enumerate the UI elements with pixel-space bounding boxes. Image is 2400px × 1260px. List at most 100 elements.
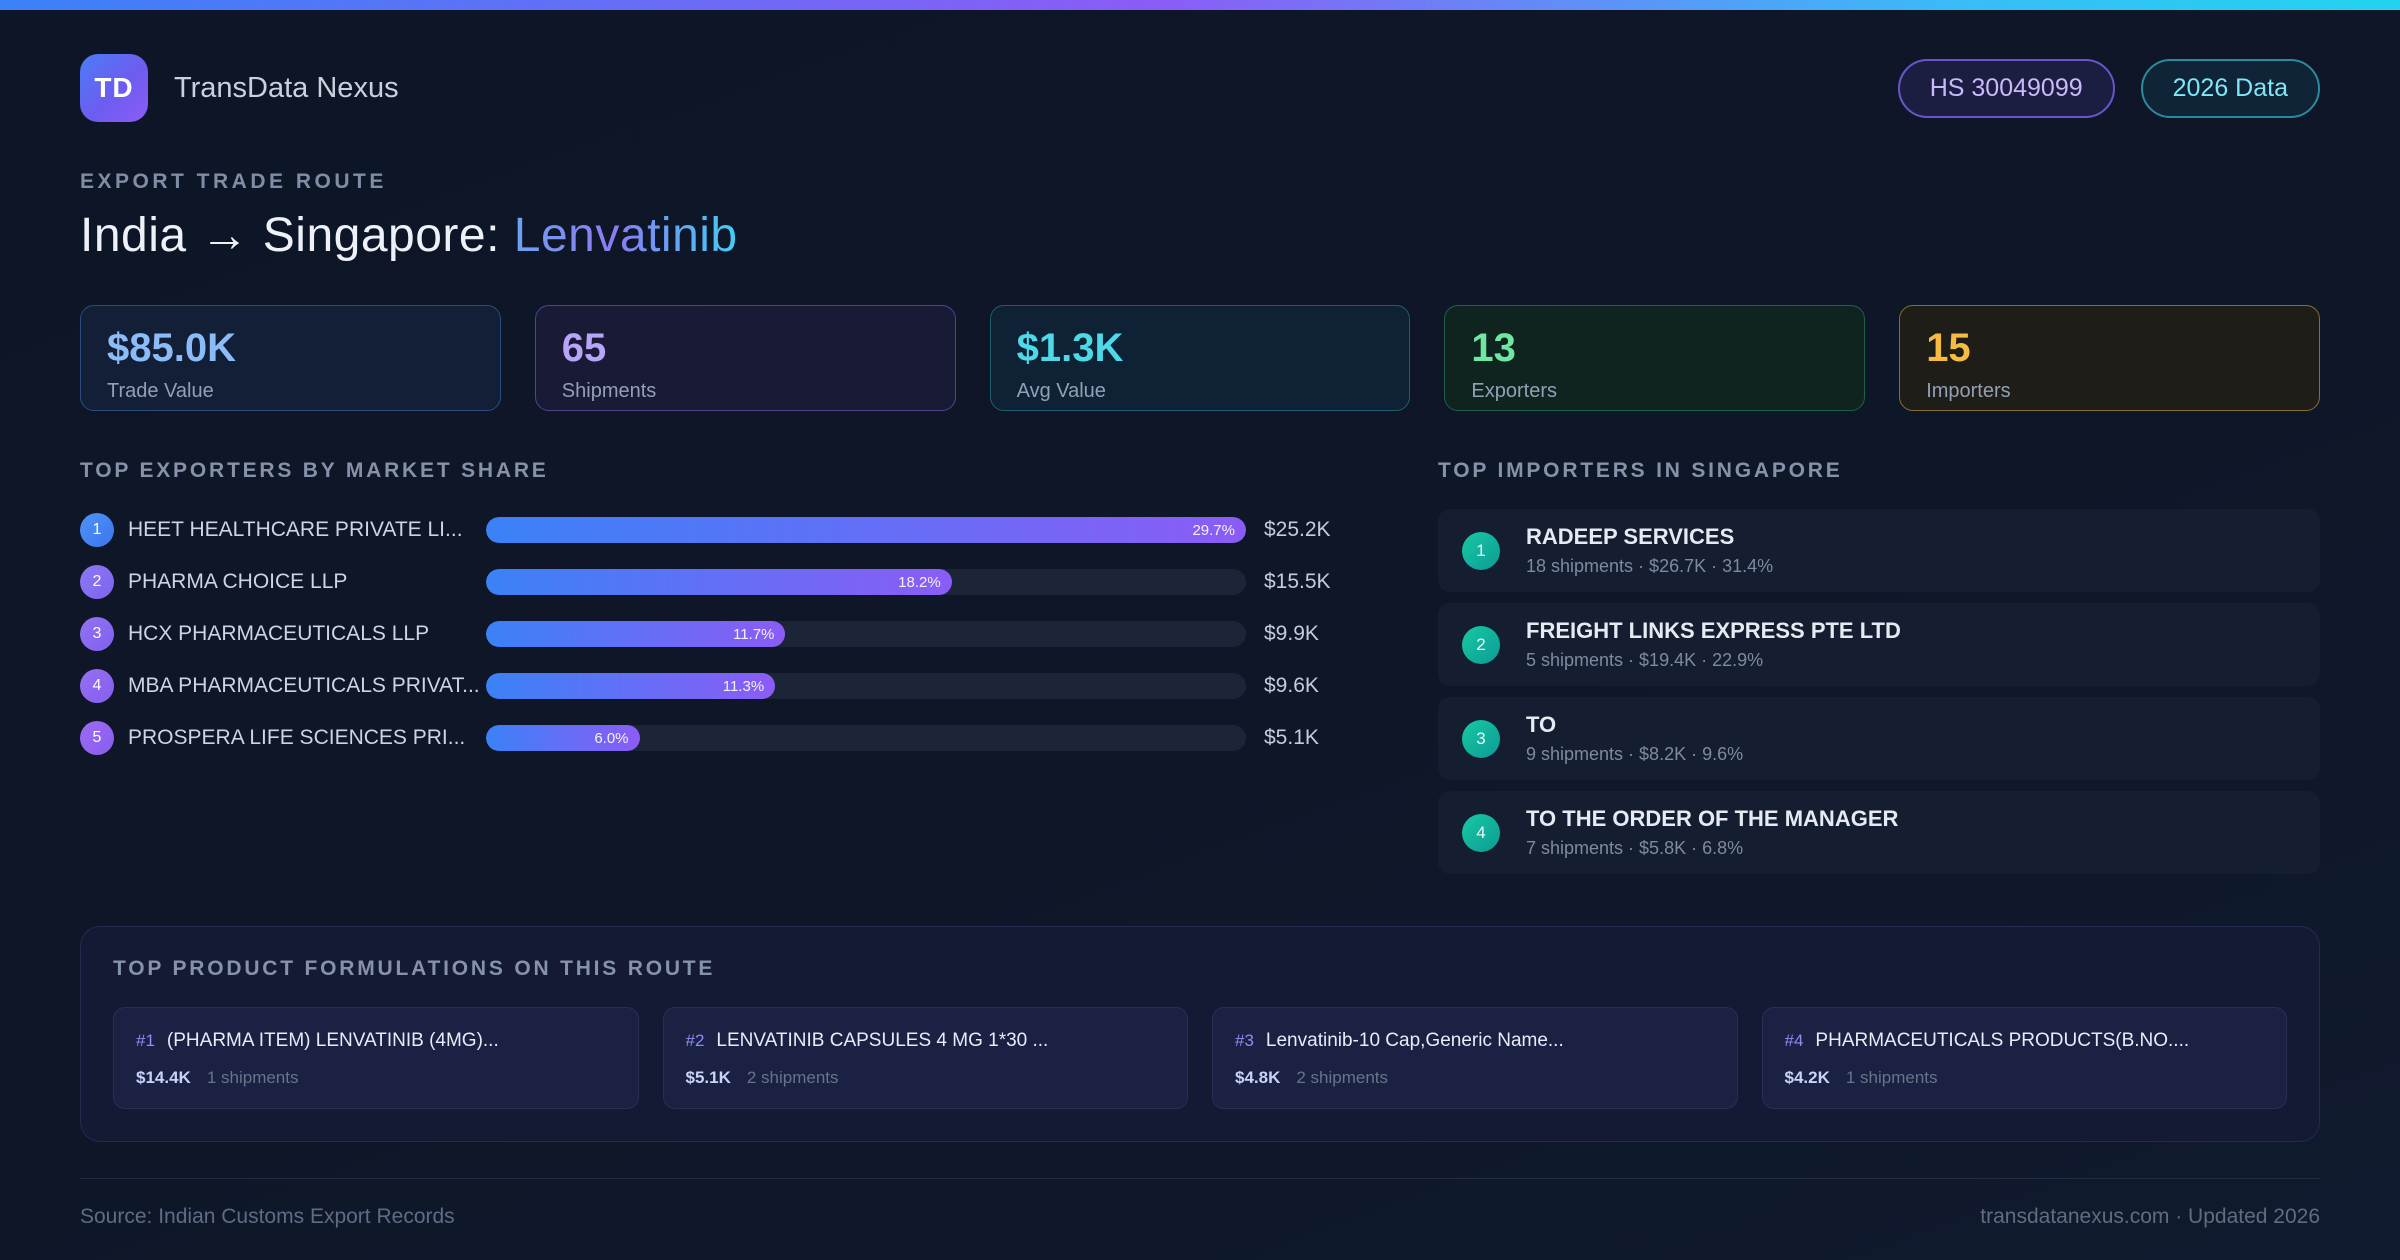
importers-list: 1 RADEEP SERVICES 18 shipments · $26.7K … bbox=[1438, 509, 2320, 874]
exporter-value: $9.9K bbox=[1264, 622, 1319, 645]
rank-badge: 1 bbox=[80, 513, 114, 547]
product-name: PHARMACEUTICALS PRODUCTS(B.NO.... bbox=[1815, 1030, 2190, 1051]
product-rank: #1 bbox=[136, 1031, 155, 1050]
share-percent-label: 11.7% bbox=[732, 625, 775, 643]
product-value: $14.4K bbox=[136, 1068, 191, 1087]
exporters-bar-chart: 1 HEET HEALTHCARE PRIVATE LI... 29.7% $2… bbox=[80, 511, 1360, 757]
product-rank: #2 bbox=[685, 1031, 705, 1050]
importer-card: 2 FREIGHT LINKS EXPRESS PTE LTD 5 shipme… bbox=[1438, 603, 2320, 686]
importer-meta: 9 shipments · $8.2K · 9.6% bbox=[1526, 744, 1744, 764]
share-percent-label: 29.7% bbox=[1192, 521, 1235, 539]
product-title: Lenvatinib bbox=[513, 209, 738, 262]
stat-value: $85.0K bbox=[107, 326, 236, 370]
brand: TD TransData Nexus bbox=[80, 54, 399, 122]
stat-cards: $85.0K Trade Value 65 Shipments $1.3K Av… bbox=[80, 305, 2320, 411]
importer-meta: 7 shipments · $5.8K · 6.8% bbox=[1526, 838, 1744, 858]
market-share-bar-fill: 11.3% bbox=[486, 673, 776, 699]
exporter-row: 4 MBA PHARMACEUTICALS PRIVAT... 11.3% $9… bbox=[80, 667, 1360, 705]
product-shipments: 1 shipments bbox=[1845, 1068, 1938, 1087]
exporter-row: 5 PROSPERA LIFE SCIENCES PRI... 6.0% $5.… bbox=[80, 719, 1360, 757]
market-share-bar: 11.3% bbox=[486, 673, 1246, 699]
products-section: TOP PRODUCT FORMULATIONS ON THIS ROUTE #… bbox=[80, 926, 2320, 1142]
product-shipments: 2 shipments bbox=[746, 1068, 839, 1087]
exporter-name: PHARMA CHOICE LLP bbox=[128, 570, 348, 593]
stat-label: Importers bbox=[1926, 380, 2011, 402]
exporter-value: $15.5K bbox=[1264, 570, 1331, 593]
rank-badge: 2 bbox=[80, 565, 114, 599]
importer-name: FREIGHT LINKS EXPRESS PTE LTD bbox=[1526, 618, 1901, 643]
importer-card: 4 TO THE ORDER OF THE MANAGER 7 shipment… bbox=[1438, 791, 2320, 874]
stat-label: Exporters bbox=[1471, 380, 1557, 402]
route-title: India → Singapore: bbox=[80, 209, 500, 262]
footer-site: transdatanexus.com · Updated 2026 bbox=[1980, 1205, 2320, 1228]
exporter-name: HCX PHARMACEUTICALS LLP bbox=[128, 622, 430, 645]
header-badges: HS 30049099 2026 Data bbox=[1897, 58, 2320, 118]
exporters-section: TOP EXPORTERS BY MARKET SHARE 1 HEET HEA… bbox=[80, 459, 1360, 757]
importers-heading: TOP IMPORTERS IN SINGAPORE bbox=[1438, 459, 1843, 482]
stat-card-avg-value: $1.3K Avg Value bbox=[989, 305, 1411, 411]
exporter-value: $9.6K bbox=[1264, 674, 1319, 697]
exporter-value: $5.1K bbox=[1264, 726, 1319, 749]
footer-source: Source: Indian Customs Export Records bbox=[80, 1205, 455, 1228]
importer-name: RADEEP SERVICES bbox=[1526, 524, 1735, 549]
importer-rank-badge: 1 bbox=[1462, 531, 1500, 570]
importer-meta: 18 shipments · $26.7K · 31.4% bbox=[1526, 556, 1774, 576]
product-name: Lenvatinib-10 Cap,Generic Name... bbox=[1265, 1030, 1564, 1051]
share-percent-label: 11.3% bbox=[722, 677, 765, 695]
product-rank: #3 bbox=[1235, 1031, 1254, 1050]
importer-rank-badge: 3 bbox=[1462, 719, 1500, 758]
product-shipments: 1 shipments bbox=[206, 1068, 299, 1087]
rank-badge: 4 bbox=[80, 669, 114, 703]
stat-value: 65 bbox=[561, 326, 607, 370]
share-percent-label: 18.2% bbox=[898, 573, 941, 591]
stat-value: 13 bbox=[1471, 326, 1516, 370]
importer-name: TO bbox=[1526, 712, 1557, 737]
page-title: India → Singapore: Lenvatinib bbox=[80, 208, 2320, 263]
header: TD TransData Nexus HS 30049099 2026 Data bbox=[80, 54, 2320, 122]
exporter-name: HEET HEALTHCARE PRIVATE LI... bbox=[128, 518, 463, 541]
product-shipments: 2 shipments bbox=[1296, 1068, 1389, 1087]
market-share-bar-fill: 6.0% bbox=[486, 725, 640, 751]
brand-logo: TD bbox=[80, 54, 148, 122]
market-share-bar-fill: 29.7% bbox=[486, 517, 1246, 543]
product-name: (PHARMA ITEM) LENVATINIB (4MG)... bbox=[166, 1030, 499, 1051]
importer-card: 1 RADEEP SERVICES 18 shipments · $26.7K … bbox=[1438, 509, 2320, 592]
stat-label: Shipments bbox=[561, 380, 657, 402]
stat-value: 15 bbox=[1926, 326, 1971, 370]
product-value: $5.1K bbox=[685, 1068, 731, 1087]
product-card: #1 (PHARMA ITEM) LENVATINIB (4MG)... $14… bbox=[113, 1007, 639, 1109]
exporter-name: MBA PHARMACEUTICALS PRIVAT... bbox=[128, 674, 480, 697]
exporter-name: PROSPERA LIFE SCIENCES PRI... bbox=[128, 726, 466, 749]
year-badge[interactable]: 2026 Data bbox=[2140, 58, 2320, 118]
importers-section: TOP IMPORTERS IN SINGAPORE 1 RADEEP SERV… bbox=[1438, 459, 2320, 874]
market-share-bar-fill: 18.2% bbox=[486, 569, 952, 595]
dashboard: TD TransData Nexus HS 30049099 2026 Data… bbox=[0, 54, 2400, 1229]
product-value: $4.8K bbox=[1235, 1068, 1281, 1087]
exporter-row: 1 HEET HEALTHCARE PRIVATE LI... 29.7% $2… bbox=[80, 511, 1360, 549]
main-columns: TOP EXPORTERS BY MARKET SHARE 1 HEET HEA… bbox=[80, 459, 2320, 874]
importer-meta: 5 shipments · $19.4K · 22.9% bbox=[1526, 650, 1764, 670]
importer-name: TO THE ORDER OF THE MANAGER bbox=[1526, 806, 1899, 831]
product-cards: #1 (PHARMA ITEM) LENVATINIB (4MG)... $14… bbox=[113, 1007, 2287, 1109]
exporter-row: 3 HCX PHARMACEUTICALS LLP 11.7% $9.9K bbox=[80, 615, 1360, 653]
stat-value: $1.3K bbox=[1016, 326, 1124, 370]
stat-card-trade-value: $85.0K Trade Value bbox=[80, 305, 501, 411]
market-share-bar: 18.2% bbox=[486, 569, 1246, 595]
share-percent-label: 6.0% bbox=[594, 729, 629, 747]
brand-name: TransData Nexus bbox=[174, 71, 399, 104]
product-card: #2 LENVATINIB CAPSULES 4 MG 1*30 ... $5.… bbox=[662, 1007, 1188, 1109]
product-name: LENVATINIB CAPSULES 4 MG 1*30 ... bbox=[716, 1030, 1049, 1051]
eyebrow-label: EXPORT TRADE ROUTE bbox=[80, 170, 387, 193]
product-card: #3 Lenvatinib-10 Cap,Generic Name... $4.… bbox=[1212, 1007, 1738, 1109]
importer-rank-badge: 2 bbox=[1462, 625, 1500, 664]
market-share-bar: 6.0% bbox=[486, 725, 1246, 751]
hs-code-badge[interactable]: HS 30049099 bbox=[1897, 58, 2115, 118]
importer-card: 3 TO 9 shipments · $8.2K · 9.6% bbox=[1438, 697, 2320, 780]
market-share-bar-fill: 11.7% bbox=[486, 621, 786, 647]
exporter-row: 2 PHARMA CHOICE LLP 18.2% $15.5K bbox=[80, 563, 1360, 601]
top-accent-bar bbox=[0, 0, 2400, 10]
stat-label: Trade Value bbox=[107, 380, 214, 402]
stat-card-shipments: 65 Shipments bbox=[534, 305, 956, 411]
product-rank: #4 bbox=[1784, 1031, 1804, 1050]
market-share-bar: 11.7% bbox=[486, 621, 1246, 647]
